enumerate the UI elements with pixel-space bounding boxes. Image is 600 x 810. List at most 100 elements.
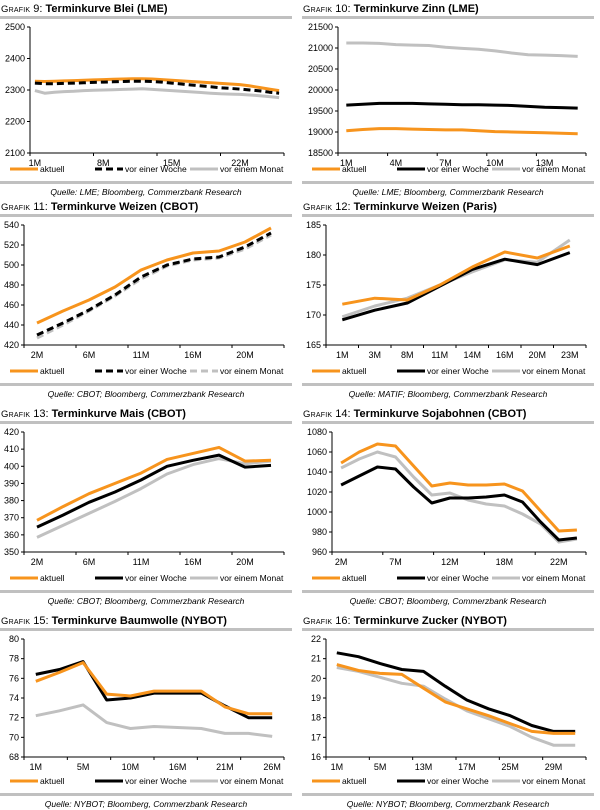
title-prefix: Grafik bbox=[303, 409, 332, 420]
x-tick-label: 25M bbox=[501, 762, 519, 772]
x-tick-label: 1M bbox=[331, 762, 344, 772]
bottom-rule bbox=[302, 793, 594, 796]
series-line-vor-einem-monat bbox=[346, 43, 577, 56]
series-line-vor-einem-monat bbox=[37, 235, 271, 338]
y-tick-label: 20000 bbox=[308, 85, 333, 95]
y-tick-label: 980 bbox=[312, 527, 327, 537]
bottom-rule bbox=[302, 590, 594, 593]
chart-title: Grafik 11: Terminkurve Weizen (CBOT) bbox=[0, 200, 292, 214]
source-note: Quelle: NYBOT; Bloomberg, Commerzbank Re… bbox=[0, 798, 292, 810]
y-tick-label: 21500 bbox=[308, 22, 333, 32]
legend-label: vor einer Woche bbox=[427, 366, 489, 376]
y-tick-label: 185 bbox=[306, 220, 321, 230]
y-tick-label: 540 bbox=[4, 220, 19, 230]
legend-label: aktuell bbox=[40, 573, 65, 583]
y-tick-label: 1020 bbox=[307, 487, 327, 497]
y-tick-label: 18 bbox=[311, 713, 321, 723]
title-prefix: Grafik bbox=[1, 616, 30, 627]
x-tick-label: 4M bbox=[390, 158, 403, 168]
x-tick-label: 18M bbox=[496, 557, 514, 567]
y-tick-label: 2400 bbox=[5, 54, 25, 64]
chart-title: Grafik 15: Terminkurve Baumwolle (NYBOT) bbox=[0, 614, 292, 628]
y-tick-label: 80 bbox=[9, 634, 19, 644]
legend-label: vor einer Woche bbox=[125, 573, 187, 583]
source-note: Quelle: CBOT; Bloomberg, Commerzbank Res… bbox=[0, 595, 292, 607]
title-number: 15: bbox=[33, 615, 48, 627]
title-text: Terminkurve Blei (LME) bbox=[46, 3, 168, 15]
x-tick-label: 11M bbox=[133, 350, 150, 360]
x-tick-label: 17M bbox=[458, 762, 476, 772]
y-tick-label: 72 bbox=[9, 713, 19, 723]
y-tick-label: 165 bbox=[306, 340, 321, 350]
legend-label: vor einer Woche bbox=[125, 776, 187, 786]
legend-label: vor einem Monat bbox=[522, 366, 586, 376]
y-tick-label: 170 bbox=[306, 310, 321, 320]
source-note: Quelle: CBOT; Bloomberg, Commerzbank Res… bbox=[302, 595, 594, 607]
legend-label: vor einer Woche bbox=[125, 164, 187, 174]
series-line-aktuell bbox=[341, 444, 577, 531]
x-tick-label: 11M bbox=[431, 350, 448, 360]
x-tick-label: 12M bbox=[441, 557, 459, 567]
series-line-vor-einer-woche bbox=[337, 653, 575, 732]
source-note: Quelle: LME; Bloomberg, Commerzbank Rese… bbox=[302, 186, 594, 198]
y-tick-label: 20 bbox=[311, 673, 321, 683]
y-tick-label: 520 bbox=[4, 240, 19, 250]
series-line-aktuell bbox=[346, 129, 577, 134]
title-text: Terminkurve Weizen (CBOT) bbox=[51, 201, 199, 213]
grafik-16-panel: Grafik 16: Terminkurve Zucker (NYBOT) 16 1… bbox=[302, 614, 594, 810]
chart-title: Grafik 12: Terminkurve Weizen (Paris) bbox=[302, 200, 594, 214]
y-tick-label: 76 bbox=[9, 673, 19, 683]
y-tick-label: 960 bbox=[312, 547, 327, 557]
y-tick-label: 2100 bbox=[5, 148, 25, 158]
x-tick-label: 13M bbox=[415, 762, 433, 772]
series-line-vor-einem-monat bbox=[35, 89, 279, 98]
y-tick-label: 74 bbox=[9, 693, 19, 703]
x-tick-label: 20M bbox=[236, 350, 254, 360]
x-tick-label: 16M bbox=[184, 350, 202, 360]
bottom-rule bbox=[0, 793, 292, 796]
title-number: 9: bbox=[33, 3, 42, 15]
series-line-aktuell bbox=[36, 663, 272, 714]
title-number: 14: bbox=[335, 408, 350, 420]
y-tick-label: 68 bbox=[9, 752, 19, 762]
x-tick-label: 20M bbox=[528, 350, 546, 360]
title-prefix: Grafik bbox=[303, 4, 332, 15]
source-note: Quelle: NYBOT; Bloomberg, Commerzbank Re… bbox=[302, 798, 594, 810]
y-tick-label: 350 bbox=[4, 547, 19, 557]
x-tick-label: 3M bbox=[368, 350, 381, 360]
y-tick-label: 19000 bbox=[308, 127, 333, 137]
bottom-rule bbox=[0, 383, 292, 386]
title-text: Terminkurve Baumwolle (NYBOT) bbox=[52, 615, 227, 627]
legend-label: aktuell bbox=[342, 366, 367, 376]
legend-label: vor einer Woche bbox=[427, 776, 489, 786]
bottom-rule bbox=[302, 181, 594, 184]
y-tick-label: 390 bbox=[4, 478, 19, 488]
x-tick-label: 2M bbox=[335, 557, 348, 567]
y-tick-label: 175 bbox=[306, 280, 321, 290]
y-tick-label: 16 bbox=[311, 752, 321, 762]
title-number: 11: bbox=[33, 201, 47, 213]
chart-title: Grafik 16: Terminkurve Zucker (NYBOT) bbox=[302, 614, 594, 628]
title-prefix: Grafik bbox=[303, 202, 332, 213]
legend-label: aktuell bbox=[342, 164, 367, 174]
title-number: 13: bbox=[33, 408, 48, 420]
y-tick-label: 500 bbox=[4, 260, 19, 270]
y-tick-label: 17 bbox=[311, 732, 321, 742]
x-tick-label: 10M bbox=[122, 762, 140, 772]
title-prefix: Grafik bbox=[1, 202, 30, 213]
legend-label: vor einer Woche bbox=[427, 164, 489, 174]
y-tick-label: 480 bbox=[4, 280, 19, 290]
chart-title: Grafik 14: Terminkurve Sojabohnen (CBOT) bbox=[302, 407, 594, 421]
x-tick-label: 1M bbox=[336, 350, 349, 360]
x-tick-label: 7M bbox=[389, 557, 402, 567]
legend-label: vor einem Monat bbox=[220, 164, 284, 174]
x-tick-label: 5M bbox=[374, 762, 387, 772]
legend-label: vor einem Monat bbox=[220, 366, 284, 376]
